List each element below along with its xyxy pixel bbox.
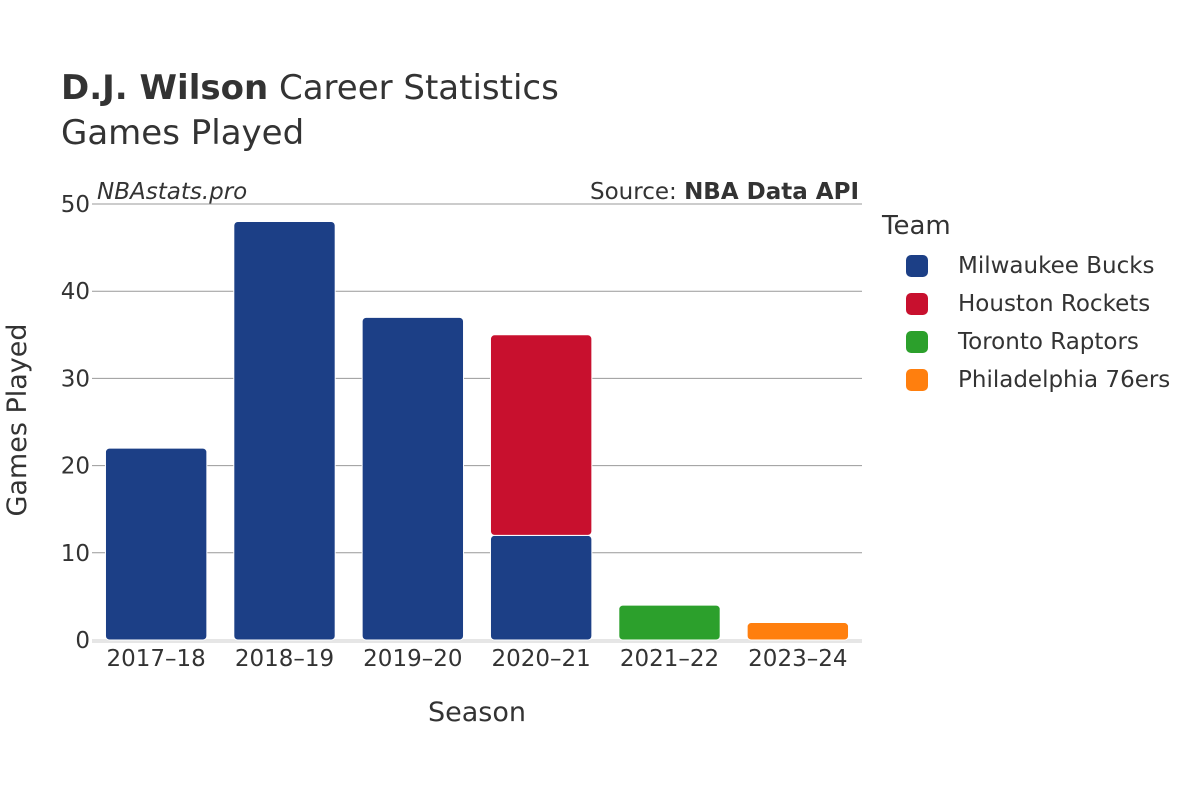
legend-label: Houston Rockets	[958, 291, 1151, 317]
x-tick-label: 2021–22	[620, 646, 719, 672]
bar-segment	[104, 447, 208, 641]
legend-swatch	[906, 331, 928, 353]
x-tick-label: 2018–19	[235, 646, 334, 672]
watermark: NBAstats.pro	[97, 179, 248, 205]
legend-item[interactable]: Milwaukee Bucks	[882, 250, 1155, 288]
y-tick-label: 30	[61, 366, 90, 392]
legend-label: Milwaukee Bucks	[958, 253, 1155, 279]
x-tick-label: 2019–20	[363, 646, 462, 672]
legend-items: Milwaukee Bucks Houston Rockets Toronto Ra…	[882, 250, 1170, 402]
grid-lines	[92, 203, 862, 643]
source-name: NBA Data API	[684, 179, 859, 205]
x-tick-labels: 2017–18 2018–19 2019–20 2020–21 2021–22 2023–…	[107, 646, 848, 672]
legend-swatch	[906, 255, 928, 277]
y-tick-labels: 0 10 20 30 40 50	[61, 192, 90, 654]
source-prefix: Source:	[590, 179, 677, 205]
chart-title: D.J. Wilson Career Statistics	[61, 68, 559, 108]
y-tick-label: 40	[61, 279, 90, 305]
x-tick-label: 2017–18	[107, 646, 206, 672]
legend-item[interactable]: Philadelphia 76ers	[882, 364, 1170, 402]
player-name: D.J. Wilson	[61, 68, 269, 108]
legend-swatch	[906, 293, 928, 315]
legend-item[interactable]: Houston Rockets	[882, 288, 1150, 326]
bar-segment	[489, 534, 593, 641]
bar-segment	[489, 334, 593, 536]
y-tick-label: 10	[61, 541, 90, 567]
y-tick-label: 50	[61, 192, 90, 218]
legend-label: Philadelphia 76ers	[958, 367, 1171, 393]
x-tick-label: 2023–24	[748, 646, 847, 672]
x-tick-label: 2020–21	[492, 646, 591, 672]
source-credit: Source: NBA Data API	[590, 178, 859, 206]
bar-segment	[361, 316, 465, 641]
bar-segment	[233, 220, 336, 641]
y-tick-label: 0	[75, 628, 90, 654]
chart-subtitle: Games Played	[61, 113, 305, 153]
bar-segment	[746, 622, 850, 641]
legend: Team Milwaukee Bucks Houston Rockets Toron…	[882, 208, 1170, 402]
y-axis-title: Games Played	[2, 323, 33, 516]
legend-label: Toronto Raptors	[958, 329, 1139, 355]
legend-item[interactable]: Toronto Raptors	[882, 326, 1139, 364]
bars	[104, 220, 850, 641]
title-rest: Career Statistics	[278, 68, 559, 108]
x-axis-title: Season	[428, 697, 526, 728]
bar-segment	[618, 604, 721, 641]
legend-title: Team	[882, 211, 951, 241]
legend-swatch	[906, 369, 928, 391]
y-tick-label: 20	[61, 454, 90, 480]
